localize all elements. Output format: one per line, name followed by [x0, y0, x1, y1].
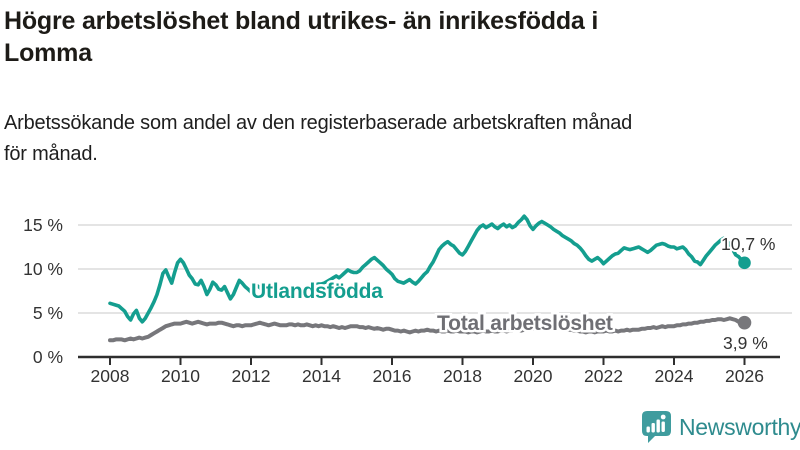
x-tick-label: 2016 [373, 366, 412, 386]
x-tick-label: 2024 [655, 366, 694, 386]
x-tick-label: 2020 [514, 366, 553, 386]
x-tick-label: 2026 [725, 366, 764, 386]
x-tick-label: 2022 [584, 366, 623, 386]
x-tick-label: 2012 [232, 366, 271, 386]
y-tick-label: 0 % [33, 347, 63, 367]
newsworthy-logo[interactable]: Newsworthy [641, 410, 800, 444]
title-line-1: Högre arbetslöshet bland utrikes- än inr… [4, 7, 599, 35]
y-tick-label: 10 % [23, 259, 63, 279]
series-line-utlandsfodda [108, 214, 747, 324]
x-tick-label: 2014 [302, 366, 341, 386]
end-value-label-utlandsfodda: 10,7 % [721, 234, 775, 254]
newsworthy-logo-text: Newsworthy [679, 413, 800, 440]
page-title: Högre arbetslöshet bland utrikes- än inr… [4, 5, 784, 69]
series-end-dot-total-arbetsloshet [737, 315, 752, 330]
subtitle-line-2: för månad. [4, 143, 98, 165]
newsworthy-logo-icon [642, 411, 671, 443]
x-tick-label: 2018 [443, 366, 482, 386]
title-line-2: Lomma [4, 39, 92, 67]
x-tick-label: 2008 [91, 366, 130, 386]
series-label-utlandsfodda: Utlandsfödda [251, 280, 383, 303]
subtitle-line-1: Arbetssökande som andel av den registerb… [4, 112, 633, 134]
y-tick-label: 5 % [33, 303, 63, 323]
chart-subtitle: Arbetssökande som andel av den registerb… [4, 108, 784, 170]
series-line-total-arbetsloshet [108, 316, 747, 343]
series-end-dot-utlandsfodda [738, 256, 751, 270]
y-tick-label: 15 % [23, 215, 63, 235]
series-label-total-arbetsloshet: Total arbetslöshet [437, 312, 613, 335]
x-tick-label: 2010 [161, 366, 200, 386]
end-value-label-total-arbetsloshet: 3,9 % [723, 333, 768, 353]
